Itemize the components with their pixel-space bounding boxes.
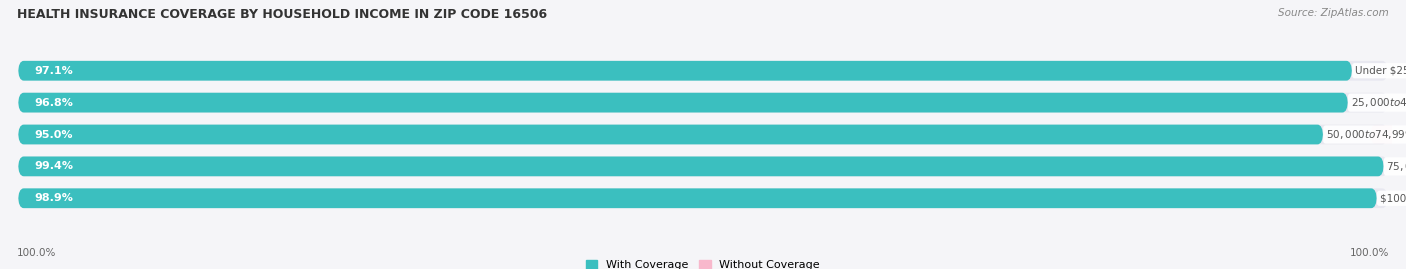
FancyBboxPatch shape: [18, 125, 1388, 144]
FancyBboxPatch shape: [1400, 62, 1406, 79]
Legend: With Coverage, Without Coverage: With Coverage, Without Coverage: [586, 260, 820, 269]
FancyBboxPatch shape: [1371, 126, 1406, 143]
Text: $75,000 to $99,999: $75,000 to $99,999: [1386, 160, 1406, 173]
Text: 96.8%: 96.8%: [35, 98, 73, 108]
Text: 95.0%: 95.0%: [35, 129, 73, 140]
Text: 97.1%: 97.1%: [35, 66, 73, 76]
FancyBboxPatch shape: [18, 157, 1384, 176]
Text: $25,000 to $49,999: $25,000 to $49,999: [1351, 96, 1406, 109]
Text: 98.9%: 98.9%: [35, 193, 73, 203]
Text: 99.4%: 99.4%: [35, 161, 73, 171]
FancyBboxPatch shape: [18, 61, 1353, 81]
Text: $100,000 and over: $100,000 and over: [1379, 193, 1406, 203]
FancyBboxPatch shape: [18, 188, 1388, 208]
Text: Under $25,000: Under $25,000: [1355, 66, 1406, 76]
FancyBboxPatch shape: [18, 157, 1388, 176]
Text: 100.0%: 100.0%: [17, 248, 56, 258]
Text: HEALTH INSURANCE COVERAGE BY HOUSEHOLD INCOME IN ZIP CODE 16506: HEALTH INSURANCE COVERAGE BY HOUSEHOLD I…: [17, 8, 547, 21]
FancyBboxPatch shape: [18, 61, 1388, 81]
FancyBboxPatch shape: [18, 125, 1323, 144]
FancyBboxPatch shape: [18, 93, 1348, 112]
Text: $50,000 to $74,999: $50,000 to $74,999: [1326, 128, 1406, 141]
FancyBboxPatch shape: [18, 188, 1376, 208]
Text: Source: ZipAtlas.com: Source: ZipAtlas.com: [1278, 8, 1389, 18]
Text: 100.0%: 100.0%: [1350, 248, 1389, 258]
FancyBboxPatch shape: [1396, 94, 1406, 111]
FancyBboxPatch shape: [18, 93, 1388, 112]
